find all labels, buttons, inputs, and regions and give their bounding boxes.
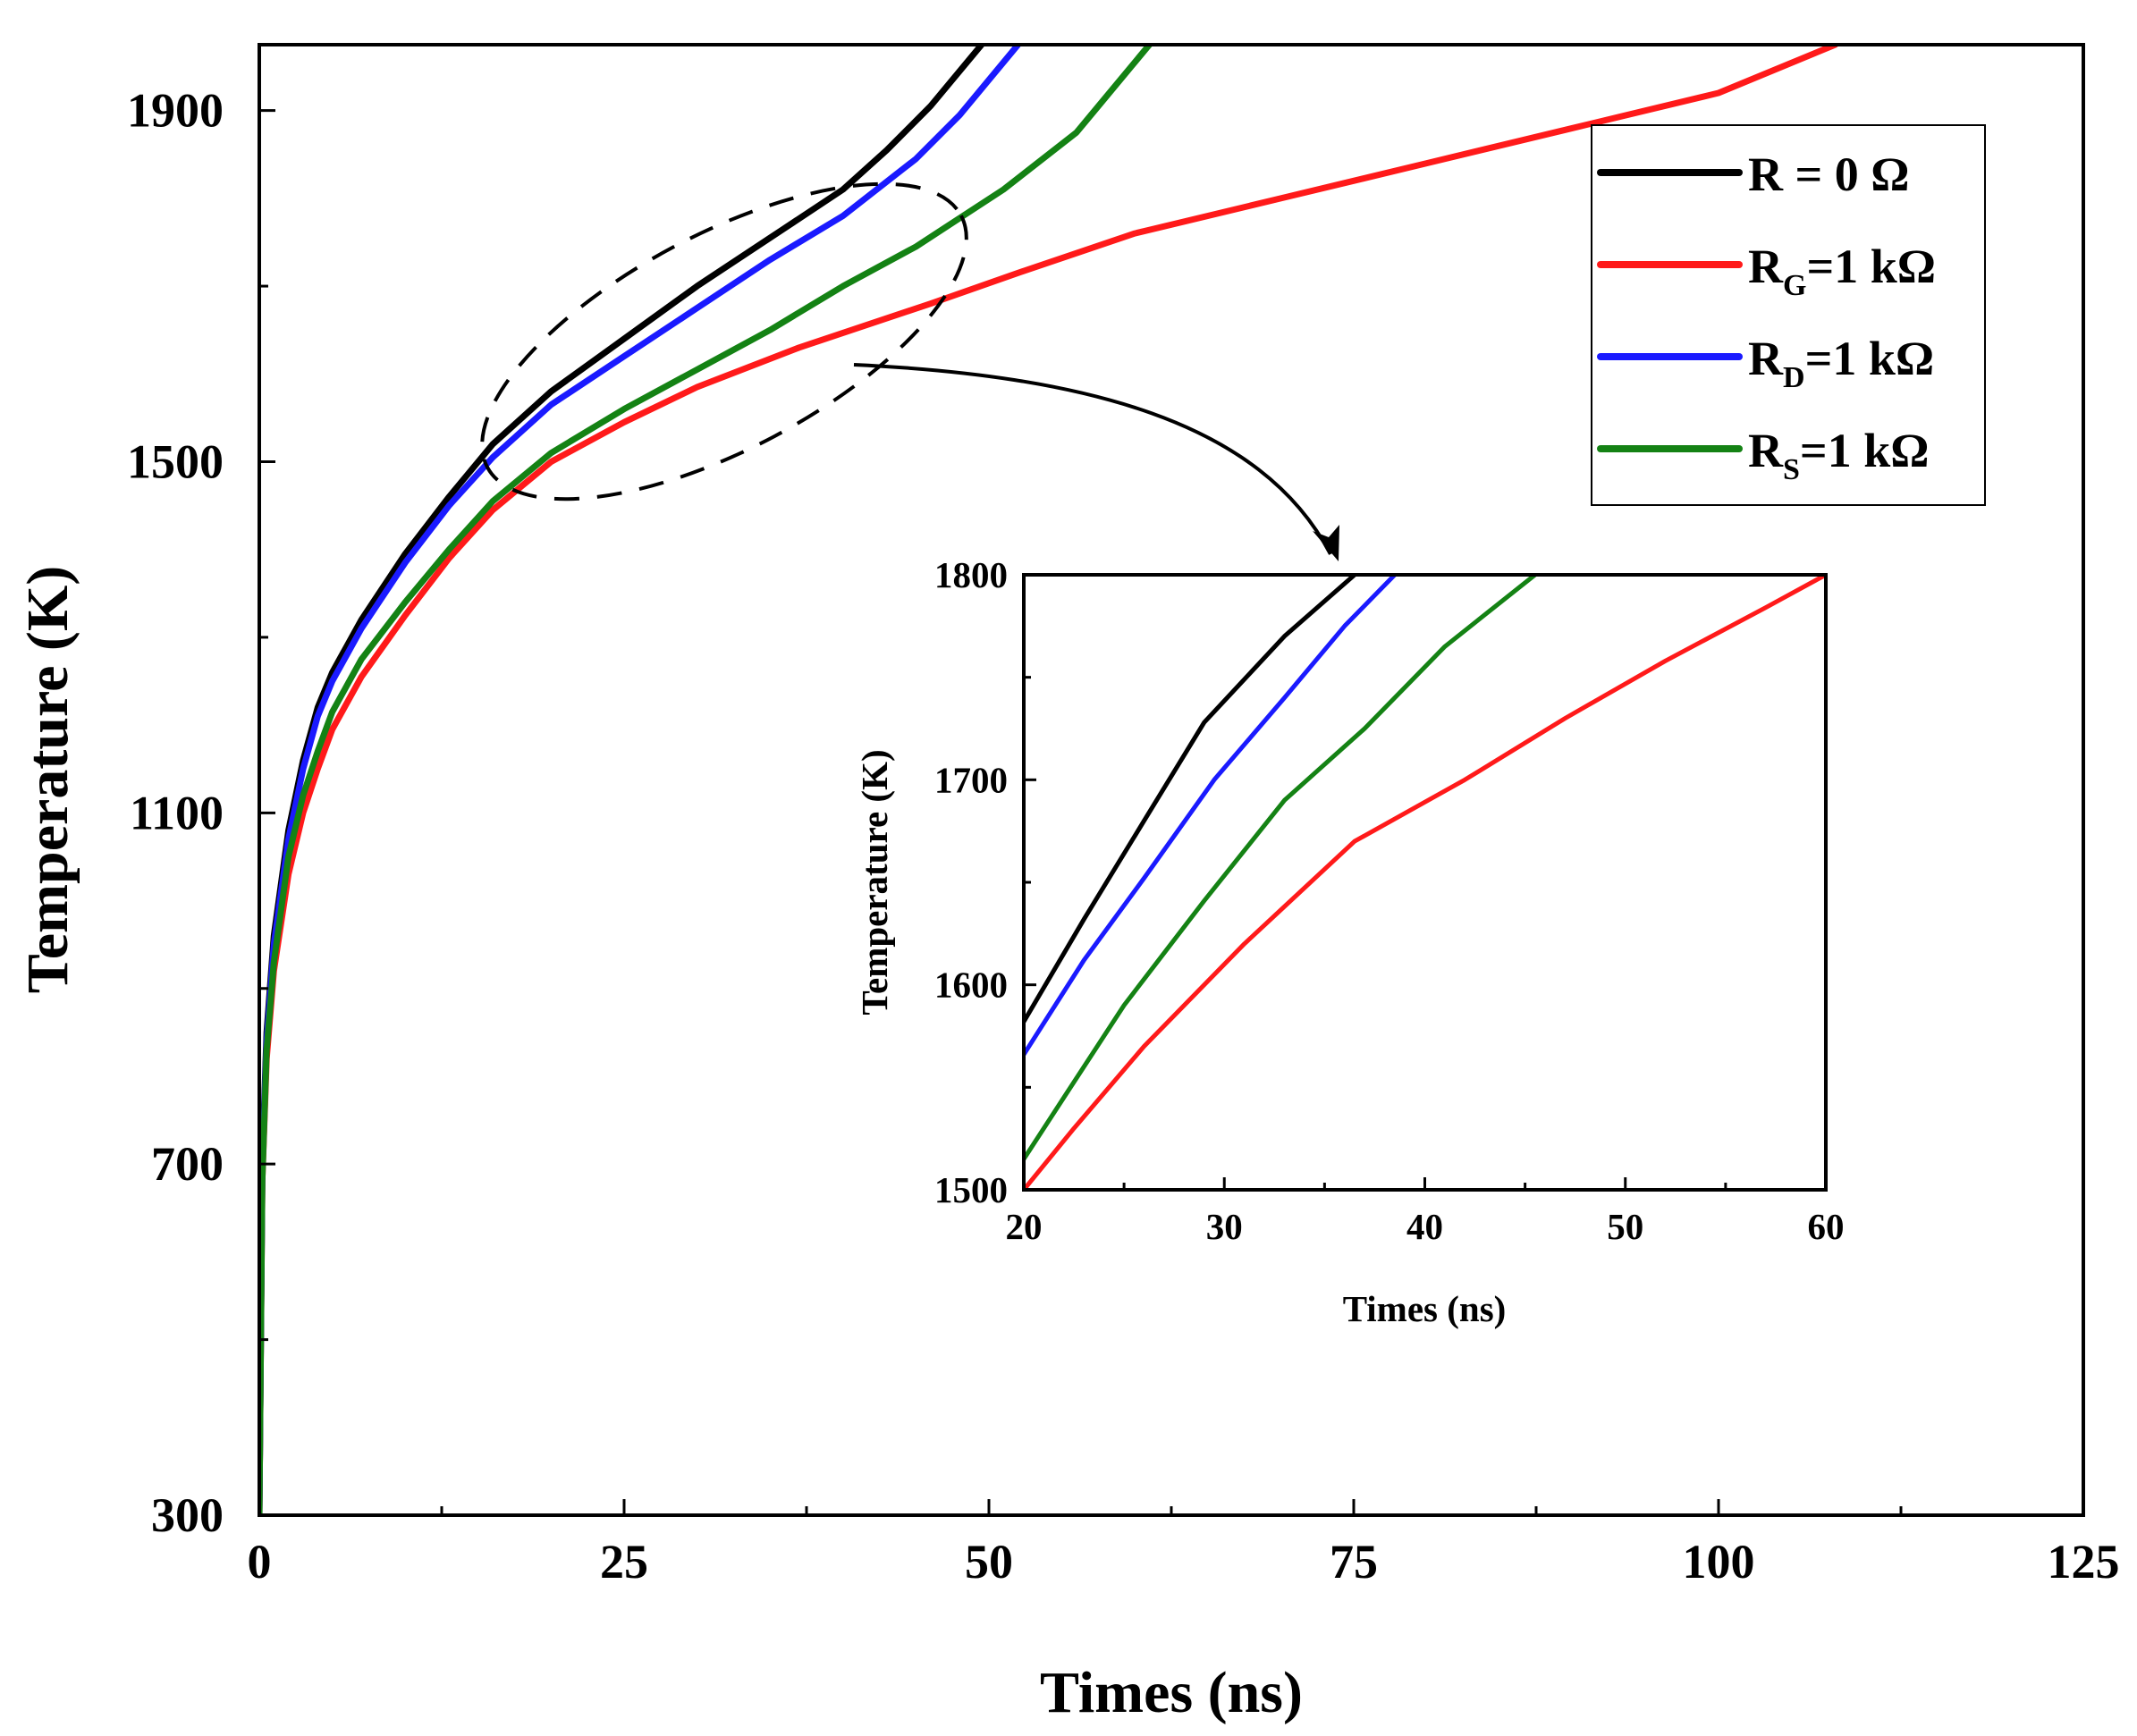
inset-y-tick-label: 1500: [934, 1169, 1008, 1210]
inset-series-line-3: [1024, 575, 1538, 1162]
inset-series-group: [1024, 575, 1826, 1190]
main-x-tick-label: 125: [2048, 1535, 2120, 1589]
inset-x-axis-title: Times (ns): [1343, 1288, 1507, 1329]
inset-x-tick-label: 50: [1607, 1206, 1643, 1247]
inset-y-tick-label: 1800: [934, 554, 1008, 595]
main-series-line-3: [259, 45, 1153, 1515]
main-y-tick-label: 1900: [127, 84, 224, 138]
inset-series-line-2: [1024, 575, 1398, 1058]
main-y-tick-label: 1500: [127, 434, 224, 488]
main-y-tick-label: 300: [151, 1488, 224, 1542]
main-x-tick-label: 75: [1330, 1535, 1378, 1589]
inset-x-tick-label: 60: [1808, 1206, 1845, 1247]
inset-ticks-group: 20 30 40 50 60 1500 1600 1700 1800: [934, 554, 1845, 1247]
legend-label-2: RD=1 kΩ: [1748, 332, 1934, 394]
inset-series-line-0: [1024, 575, 1357, 1024]
main-x-axis-title: Times (ns): [1040, 1660, 1303, 1725]
main-series-group: [259, 45, 1839, 1515]
main-x-tick-label: 0: [248, 1535, 272, 1589]
zoom-region-ellipse: [480, 181, 968, 501]
main-y-tick-label: 700: [151, 1137, 224, 1191]
inset-x-tick-label: 40: [1406, 1206, 1443, 1247]
main-y-tick-label: 1100: [130, 786, 224, 839]
zoom-arrow-head: [1313, 525, 1339, 561]
inset-y-tick-label: 1600: [934, 965, 1008, 1006]
legend-box: [1591, 124, 1986, 506]
main-x-tick-label: 50: [965, 1535, 1013, 1589]
main-y-axis-title: Temperature (K): [15, 566, 80, 993]
zoom-arrow-line: [853, 363, 1332, 555]
inset-y-axis-title: Temperature (K): [854, 749, 895, 1015]
inset-series-line-1: [1024, 575, 1826, 1190]
legend: R = 0 Ω RG=1 kΩ RD=1 kΩ RS=1 kΩ: [1591, 124, 1986, 506]
main-ticks-group: 0 25 50 75 100 125 300 700 1100 1500 1900: [127, 84, 2120, 1589]
inset-x-tick-label: 20: [1006, 1206, 1043, 1247]
main-x-tick-label: 25: [600, 1535, 648, 1589]
main-x-tick-label: 100: [1683, 1535, 1755, 1589]
legend-label-1: RG=1 kΩ: [1748, 240, 1936, 302]
legend-label-3: RS=1 kΩ: [1748, 424, 1929, 486]
inset-y-tick-label: 1700: [934, 759, 1008, 800]
legend-label-0: R = 0 Ω: [1748, 147, 1910, 201]
inset-x-tick-label: 30: [1206, 1206, 1243, 1247]
